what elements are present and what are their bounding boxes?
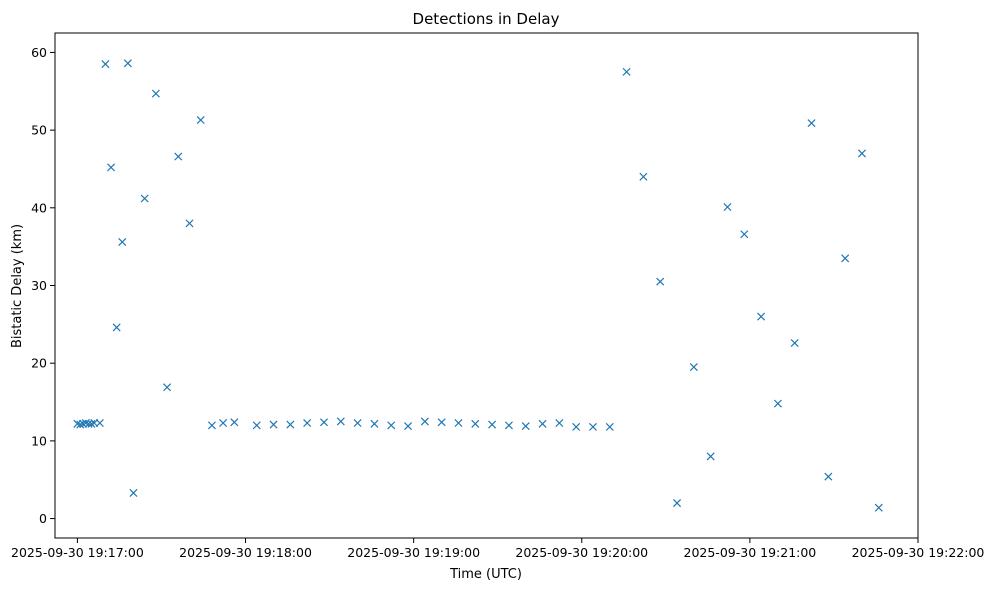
data-point [521, 422, 530, 431]
y-tick-label: 40 [31, 200, 47, 215]
data-point [857, 149, 866, 158]
data-point [471, 419, 480, 428]
y-axis-title: Bistatic Delay (km) [10, 224, 25, 348]
data-point [123, 59, 132, 68]
y-tick-label: 10 [31, 433, 47, 448]
data-point [807, 119, 816, 128]
y-tick-label: 20 [31, 356, 47, 371]
data-point [572, 422, 581, 431]
data-point [404, 422, 413, 431]
data-point [95, 418, 104, 428]
x-tick-label: 2025-09-30 19:20:00 [515, 545, 648, 560]
data-point [370, 419, 379, 428]
data-point [841, 254, 850, 263]
data-point [488, 420, 497, 429]
data-point [269, 420, 278, 429]
data-point [740, 230, 749, 239]
x-axis-ticks: 2025-09-30 19:17:00 2025-09-30 19:18:00 20… [11, 538, 984, 560]
data-point [87, 419, 96, 428]
data-points [73, 59, 883, 512]
data-point [101, 60, 110, 69]
data-point [824, 472, 833, 481]
data-point [163, 383, 172, 392]
data-point [185, 219, 194, 228]
y-tick-label: 30 [31, 278, 47, 293]
x-tick-label: 2025-09-30 19:22:00 [852, 545, 985, 560]
data-point [874, 503, 883, 512]
x-tick-label: 2025-09-30 19:19:00 [347, 545, 480, 560]
x-tick-label: 2025-09-30 19:21:00 [684, 545, 817, 560]
y-tick-label: 0 [39, 511, 47, 526]
data-point [286, 420, 295, 429]
data-point [107, 163, 116, 172]
data-point [207, 421, 216, 430]
data-point [219, 418, 228, 428]
chart-title: Detections in Delay [413, 10, 560, 28]
x-tick-label: 2025-09-30 19:17:00 [11, 545, 144, 560]
data-point [420, 417, 429, 426]
data-point [773, 399, 782, 408]
data-point [504, 421, 513, 430]
data-point [723, 203, 732, 212]
data-point [689, 363, 698, 372]
data-point [196, 115, 205, 125]
data-point [605, 422, 614, 431]
data-point [437, 418, 446, 427]
y-axis-ticks: 0 10 20 30 40 50 60 [31, 45, 55, 526]
data-point [303, 418, 312, 428]
data-point [230, 418, 239, 427]
x-tick-label: 2025-09-30 19:18:00 [179, 545, 312, 560]
data-point [252, 421, 261, 430]
data-point [639, 172, 648, 181]
y-tick-label: 60 [31, 45, 47, 60]
data-point [151, 89, 160, 98]
data-point [622, 67, 631, 76]
x-axis-title: Time (UTC) [449, 567, 522, 582]
data-point [319, 418, 329, 427]
plot-frame [54, 32, 919, 539]
data-point [673, 499, 682, 508]
data-point [454, 418, 463, 428]
data-point [387, 421, 396, 430]
data-point [353, 418, 362, 428]
data-point [118, 237, 127, 247]
data-point [656, 277, 665, 286]
y-tick-label: 50 [31, 123, 47, 138]
data-point [538, 419, 547, 428]
data-point [588, 422, 597, 431]
data-point [336, 417, 345, 426]
data-point [555, 418, 564, 428]
data-point [706, 452, 715, 461]
data-point [112, 323, 121, 332]
data-point [140, 194, 149, 203]
data-point [757, 312, 766, 321]
data-point [174, 152, 183, 161]
data-point [129, 488, 138, 497]
data-point [790, 338, 799, 348]
